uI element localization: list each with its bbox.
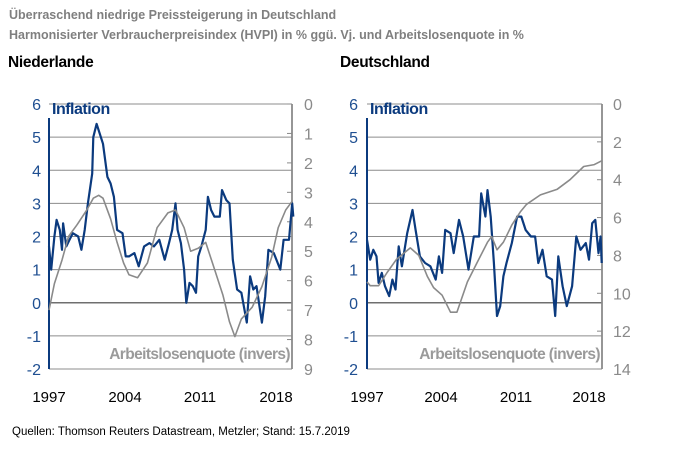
x-axis-tick-label: 1997 bbox=[32, 389, 65, 406]
chart-panel-0: -2 -1 0 1 2 3 4 5 6 0 1 2 3 4 5 6 7 8 9 1997 2004 2011 2018 Inf… bbox=[27, 97, 313, 406]
panel-title-deutschland: Deutschland bbox=[340, 54, 430, 71]
x-axis-tick-label: 2018 bbox=[572, 389, 605, 406]
chart-subtitle: Harmonisierter Verbraucherpreisindex (HV… bbox=[9, 28, 524, 42]
right-axis-tick-label: 0 bbox=[304, 97, 313, 114]
left-axis-tick-label: 2 bbox=[32, 230, 41, 247]
left-axis-tick-label: 6 bbox=[32, 97, 41, 114]
right-axis-tick-label: 6 bbox=[304, 274, 313, 291]
right-axis-tick-label: 9 bbox=[304, 362, 313, 379]
right-axis-tick-label: 12 bbox=[613, 324, 631, 341]
right-axis-tick-label: 6 bbox=[613, 211, 622, 228]
right-axis-tick-label: 14 bbox=[613, 362, 631, 379]
right-axis-tick-label: 4 bbox=[613, 173, 622, 190]
x-axis-tick-label: 2004 bbox=[424, 389, 457, 406]
x-axis-tick-label: 2011 bbox=[184, 389, 216, 406]
left-axis-tick-label: 6 bbox=[349, 97, 358, 114]
left-axis-tick-label: 5 bbox=[32, 130, 41, 147]
right-axis-tick-label: 10 bbox=[613, 286, 631, 303]
right-axis-tick-label: 2 bbox=[304, 156, 313, 173]
inflation-line bbox=[47, 122, 295, 324]
right-axis-tick-label: 4 bbox=[304, 215, 313, 232]
right-axis-tick-label: 8 bbox=[613, 248, 622, 265]
left-axis-tick-label: 0 bbox=[349, 296, 358, 313]
inflation-line bbox=[365, 189, 603, 318]
left-axis-tick-label: -2 bbox=[27, 362, 41, 379]
series-label-unemployment: Arbeitslosenquote (invers) bbox=[109, 346, 290, 363]
left-axis-tick-label: 2 bbox=[349, 230, 358, 247]
right-axis-tick-label: 3 bbox=[304, 185, 313, 202]
x-axis-tick-label: 2011 bbox=[500, 389, 532, 406]
series-label-inflation: Inflation bbox=[370, 101, 428, 118]
x-axis-tick-label: 1997 bbox=[350, 389, 383, 406]
right-axis-tick-label: 1 bbox=[304, 126, 313, 143]
series-label-unemployment: Arbeitslosenquote (invers) bbox=[419, 346, 600, 363]
right-axis-tick-label: 0 bbox=[613, 97, 622, 114]
unemployment-line bbox=[366, 160, 603, 313]
source-note: Quellen: Thomson Reuters Datastream, Met… bbox=[12, 426, 350, 438]
left-axis-tick-label: -2 bbox=[344, 362, 358, 379]
left-axis-tick-label: 4 bbox=[349, 163, 358, 180]
left-axis-tick-label: 1 bbox=[349, 263, 358, 280]
right-axis-tick-label: 8 bbox=[304, 333, 313, 350]
x-axis-tick-label: 2004 bbox=[108, 389, 141, 406]
left-axis-tick-label: 3 bbox=[32, 196, 41, 213]
series-label-inflation: Inflation bbox=[52, 101, 110, 118]
left-axis-tick-label: 4 bbox=[32, 163, 41, 180]
left-axis-tick-label: -1 bbox=[344, 329, 358, 346]
left-axis-tick-label: 0 bbox=[32, 296, 41, 313]
panel-title-niederlande: Niederlande bbox=[8, 54, 94, 71]
right-axis-tick-label: 5 bbox=[304, 244, 313, 261]
left-axis-tick-label: 1 bbox=[32, 263, 41, 280]
right-axis-tick-label: 7 bbox=[304, 303, 313, 320]
left-axis-tick-label: -1 bbox=[27, 329, 41, 346]
left-axis-tick-label: 5 bbox=[349, 130, 358, 147]
x-axis-tick-label: 2018 bbox=[259, 389, 292, 406]
left-axis-tick-label: 3 bbox=[349, 196, 358, 213]
unemployment-line bbox=[48, 194, 293, 338]
chart-title: Überraschend niedrige Preissteigerung in… bbox=[9, 8, 337, 22]
right-axis-tick-label: 2 bbox=[613, 135, 622, 152]
